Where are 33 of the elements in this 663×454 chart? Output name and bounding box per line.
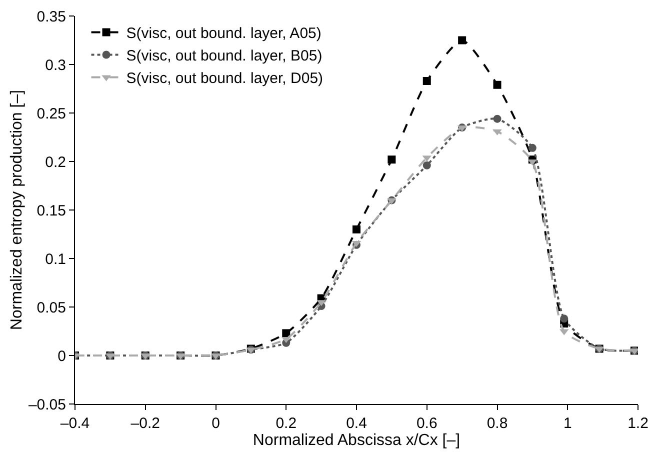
legend-label: S(visc, out bound. layer, A05) [126, 25, 322, 42]
x-axis-title: Normalized Abscissa x/Cx [–] [252, 432, 460, 449]
point [388, 156, 396, 164]
y-tick-label: 0.3 [45, 56, 66, 74]
point [458, 36, 466, 44]
x-tick-label: 0 [212, 415, 220, 432]
y-tick-label: 0.1 [45, 250, 66, 268]
point [352, 225, 360, 234]
x-tick-label: 0.4 [346, 415, 367, 432]
point [493, 114, 502, 123]
y-tick-label: 0.15 [36, 202, 66, 220]
x-tick-label: 0.6 [416, 415, 438, 432]
y-tick-label: 0.25 [36, 105, 66, 122]
point [528, 144, 536, 152]
y-tick-label: 0.35 [36, 8, 66, 26]
point [422, 76, 431, 85]
legend-label: S(visc, out bound. layer, B05) [126, 48, 322, 65]
y-tick-label: 0.05 [36, 299, 66, 316]
point [422, 161, 431, 170]
y-tick-label: 0.2 [45, 154, 66, 171]
legend-label: S(visc, out bound. layer, D05) [126, 70, 324, 88]
y-axis-title: Normalized entropy production [–] [8, 90, 26, 330]
y-tick-label: –0.05 [28, 396, 66, 414]
x-tick-label: 0.8 [486, 415, 508, 432]
point [560, 314, 568, 323]
x-tick-label: 1.2 [628, 415, 648, 432]
point [493, 80, 502, 89]
point [282, 329, 290, 338]
x-tick-label: 0.2 [276, 415, 297, 432]
y-tick-label: 0 [58, 348, 66, 365]
x-tick-label: –0.4 [60, 415, 90, 432]
x-tick-label: 1 [563, 415, 572, 432]
x-tick-label: –0.2 [130, 415, 160, 432]
